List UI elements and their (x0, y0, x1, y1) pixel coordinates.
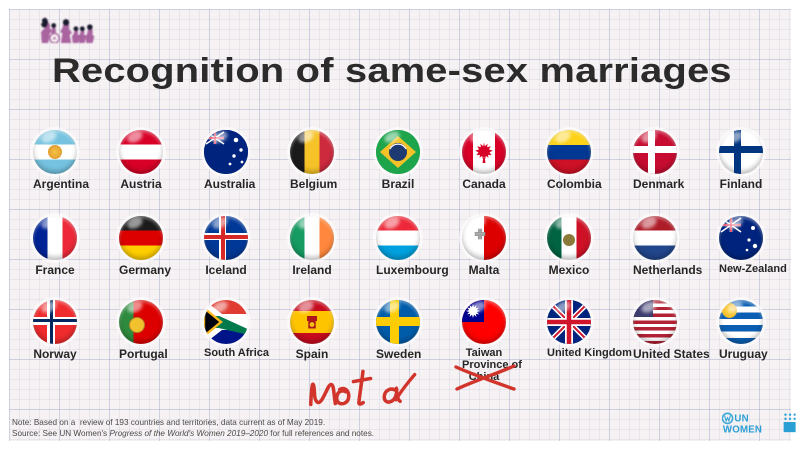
svg-text:WOMEN: WOMEN (723, 425, 762, 436)
svg-text:UN: UN (734, 414, 748, 425)
